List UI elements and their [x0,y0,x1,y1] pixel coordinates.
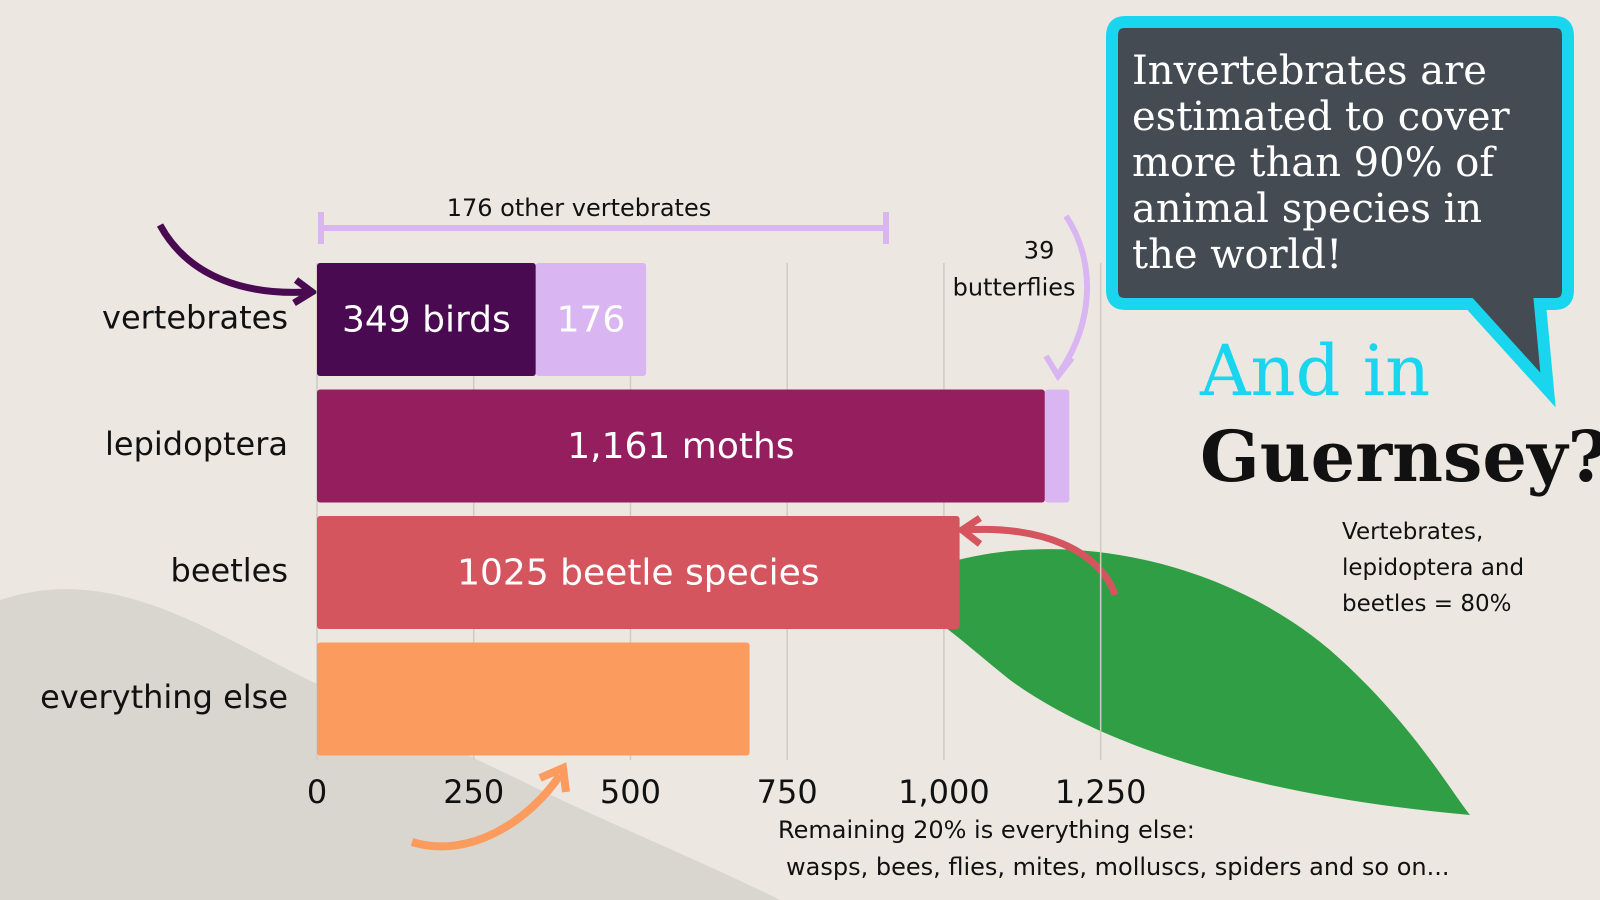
category-label: lepidoptera [105,425,288,463]
value-label: 349 birds [342,300,511,341]
bar-segment [317,516,960,629]
x-tick-label: 250 [443,773,504,811]
note: wasps, bees, flies, mites, molluscs, spi… [786,853,1450,881]
bracket [318,212,889,244]
arrow-head [538,762,570,793]
bar-segment [317,642,750,756]
headline: And in [1200,330,1431,412]
note: Vertebrates, lepidoptera and beetles = 8… [1342,519,1525,617]
x-tick-label: 0 [307,773,327,811]
value-label: 39 [1024,237,1055,265]
category-label: vertebrates [102,299,288,337]
x-tick-label: 1,000 [898,773,990,811]
x-tick-label: 500 [600,773,661,811]
bar-segment [1044,389,1070,503]
x-tick-label: 750 [757,773,818,811]
arrow [964,525,1119,597]
arrow [1057,214,1090,374]
arrow-head [956,515,983,547]
value-label: 1025 beetle species [457,553,819,594]
category-label: everything else [40,678,288,716]
annotation: butterflies [953,274,1076,302]
value-label: 176 [557,300,626,341]
arrow [156,223,309,296]
x-tick-label: 1,250 [1055,773,1147,811]
speech-bubble [1106,16,1574,408]
callout-text: Invertebrates are estimated to cover mor… [1132,48,1510,278]
annotation: 176 other vertebrates [447,194,712,222]
bar-segment [317,389,1045,503]
leaf [885,549,1470,815]
value-label: 1,161 moths [567,426,794,467]
bar-segment [317,263,536,376]
arrow-head [1043,354,1075,382]
arrow-head [292,277,319,306]
note: Remaining 20% is everything else: [778,816,1195,844]
headline: Guernsey? [1200,415,1600,498]
category-label: beetles [171,552,288,590]
bar-segment [535,263,647,376]
arrow [410,772,564,851]
